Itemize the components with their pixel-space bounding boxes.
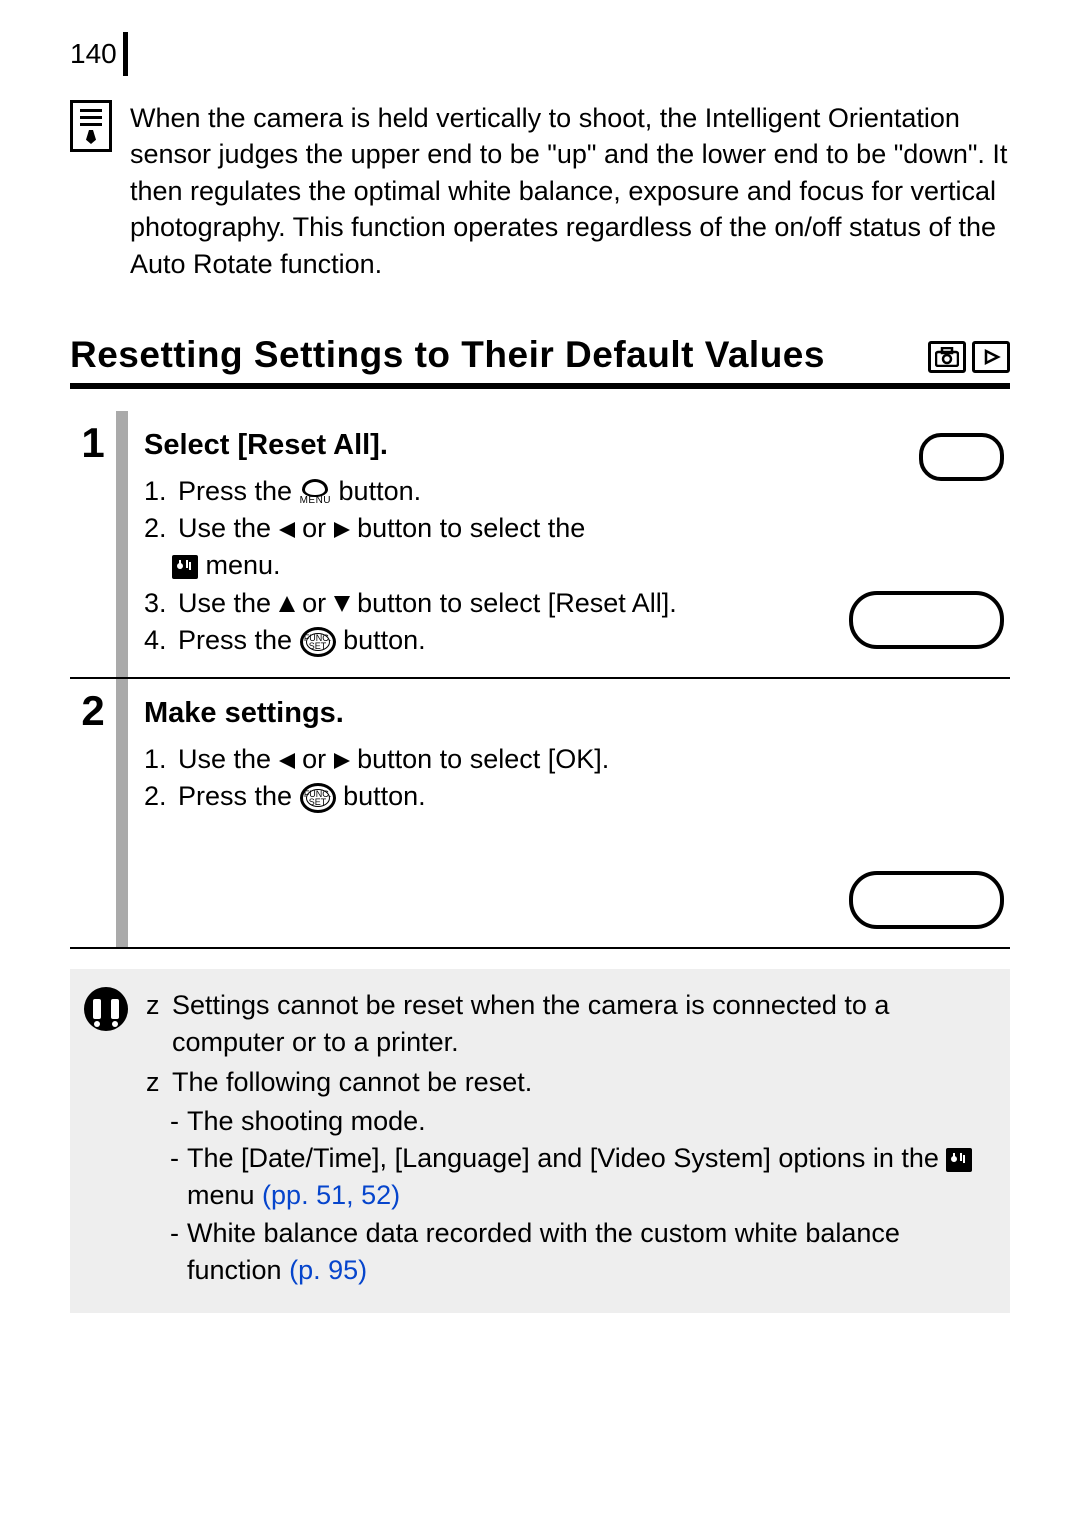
text: button to select [OK]. bbox=[357, 744, 609, 774]
button-outline-small bbox=[919, 433, 1004, 481]
step-2-number: 2 bbox=[70, 679, 116, 947]
text: Press the bbox=[178, 476, 300, 506]
text: or bbox=[302, 513, 334, 543]
note-text: The [Date/Time], [Language] and [Video S… bbox=[187, 1143, 946, 1173]
arrow-right-icon bbox=[334, 522, 350, 538]
step-bar bbox=[116, 679, 128, 947]
step-1-sub-1: 1. Press the MENU button. bbox=[144, 473, 830, 510]
step-bar bbox=[116, 411, 128, 677]
func-set-button-icon: FUNC.SET bbox=[300, 783, 336, 813]
substep-number: 1. bbox=[144, 473, 172, 510]
text: button. bbox=[339, 476, 422, 506]
button-outline-large bbox=[849, 871, 1004, 929]
step-2-sub-2: 2. Press the FUNC.SET button. bbox=[144, 778, 830, 815]
note-text: The shooting mode. bbox=[187, 1103, 426, 1140]
note-sub-b: - The [Date/Time], [Language] and [Video… bbox=[170, 1140, 992, 1215]
notes-block: z Settings cannot be reset when the came… bbox=[70, 969, 1010, 1313]
tools-menu-icon bbox=[172, 555, 198, 579]
step-1-number: 1 bbox=[70, 411, 116, 677]
step-2-graphics bbox=[840, 693, 1010, 929]
substep-number: 2. bbox=[144, 778, 172, 815]
orientation-info-block: When the camera is held vertically to sh… bbox=[70, 100, 1010, 282]
arrow-up-icon bbox=[279, 596, 295, 612]
step-2-sub-1: 1. Use the or button to select [OK]. bbox=[144, 741, 830, 778]
note-sub-c: - White balance data recorded with the c… bbox=[170, 1215, 992, 1290]
text: button to select [Reset All]. bbox=[357, 588, 677, 618]
note-sub-a: -The shooting mode. bbox=[170, 1103, 992, 1140]
note-text: The following cannot be reset. bbox=[172, 1064, 532, 1101]
text: or bbox=[302, 588, 334, 618]
tools-menu-icon bbox=[946, 1148, 972, 1172]
page-number: 140 bbox=[70, 32, 128, 76]
text: menu. bbox=[206, 550, 281, 580]
substep-number: 4. bbox=[144, 622, 172, 659]
text: Press the bbox=[178, 781, 300, 811]
arrow-down-icon bbox=[334, 596, 350, 612]
arrow-left-icon bbox=[279, 522, 295, 538]
mode-icons bbox=[928, 341, 1010, 377]
text: button to select the bbox=[357, 513, 585, 543]
step-2-heading: Make settings. bbox=[144, 693, 830, 733]
step-1-sub-4: 4. Press the FUNC.SET button. bbox=[144, 622, 830, 659]
note-text: menu bbox=[187, 1180, 262, 1210]
text: Press the bbox=[178, 625, 300, 655]
text: Use the bbox=[178, 744, 279, 774]
playback-mode-icon bbox=[972, 341, 1010, 373]
text: button. bbox=[343, 781, 426, 811]
warning-icon bbox=[84, 987, 128, 1031]
substep-number: 2. bbox=[144, 510, 172, 547]
step-1-sub-2: 2. Use the or button to select the bbox=[144, 510, 830, 547]
note-icon bbox=[70, 100, 112, 152]
menu-button-icon: MENU bbox=[300, 479, 331, 506]
set-label: SET bbox=[309, 797, 327, 807]
note-item-1: z Settings cannot be reset when the came… bbox=[146, 987, 992, 1062]
step-2: 2 Make settings. 1. Use the or button to… bbox=[70, 677, 1010, 947]
camera-mode-icon bbox=[928, 341, 966, 373]
step-1-sub-3: 3. Use the or button to select [Reset Al… bbox=[144, 585, 830, 622]
note-text: Settings cannot be reset when the camera… bbox=[172, 987, 992, 1062]
section-title: Resetting Settings to Their Default Valu… bbox=[70, 334, 918, 377]
substep-number: 1. bbox=[144, 741, 172, 778]
text: Use the bbox=[178, 588, 279, 618]
step-1: 1 Select [Reset All]. 1. Press the MENU … bbox=[70, 411, 1010, 677]
set-label: SET bbox=[309, 641, 327, 651]
section-heading-row: Resetting Settings to Their Default Valu… bbox=[70, 334, 1010, 389]
steps-list: 1 Select [Reset All]. 1. Press the MENU … bbox=[70, 411, 1010, 949]
step-1-heading: Select [Reset All]. bbox=[144, 425, 830, 465]
text: button. bbox=[343, 625, 426, 655]
arrow-right-icon bbox=[334, 753, 350, 769]
text: Use the bbox=[178, 513, 279, 543]
menu-label: MENU bbox=[300, 496, 331, 506]
arrow-left-icon bbox=[279, 753, 295, 769]
func-set-button-icon: FUNC.SET bbox=[300, 627, 336, 657]
page-ref-link[interactable]: (p. 95) bbox=[289, 1255, 367, 1285]
page-ref-link[interactable]: (pp. 51, 52) bbox=[262, 1180, 400, 1210]
button-outline-large bbox=[849, 591, 1004, 649]
step-1-graphics bbox=[840, 425, 1010, 659]
substep-number: 3. bbox=[144, 585, 172, 622]
note-item-2: z The following cannot be reset. bbox=[146, 1064, 992, 1101]
text: or bbox=[302, 744, 334, 774]
orientation-info-text: When the camera is held vertically to sh… bbox=[130, 100, 1010, 282]
